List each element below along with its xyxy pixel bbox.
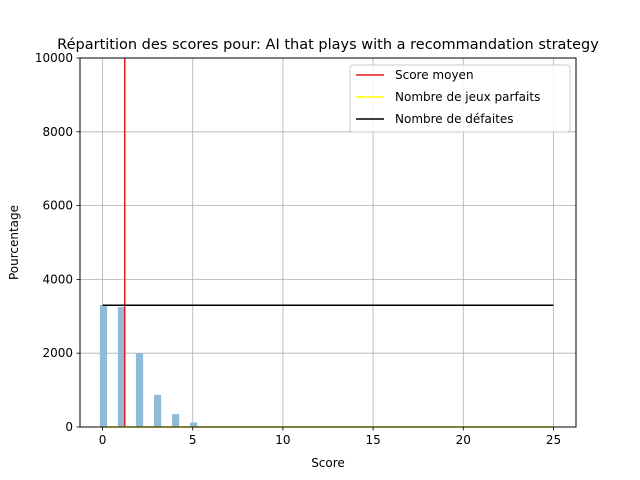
legend-box [349,64,571,133]
plot-frame [79,57,577,428]
chart-title: Répartition des scores pour: AI that pla… [57,37,599,53]
x-tick-label: 0 [99,433,107,447]
legend-label: Nombre de jeux parfaits [395,90,540,104]
x-tick-label: 5 [189,433,197,447]
bar [99,305,108,427]
bar [153,394,162,427]
x-axis-label: Score [311,456,345,470]
legend-label: Nombre de défaites [395,112,514,126]
bar [171,414,180,427]
x-tick-label: 25 [546,433,561,447]
x-axis-ticks: 0 5 10 15 20 25 [99,427,561,447]
y-tick-label: 8000 [42,125,73,139]
bar [135,353,144,427]
legend: Score moyen Nombre de jeux parfaits Nombre… [349,64,571,133]
y-tick-label: 10000 [35,51,73,65]
y-axis-ticks: 0 2000 4000 6000 8000 10000 [35,51,80,434]
bar [117,307,126,427]
y-tick-label: 2000 [42,346,73,360]
legend-label: Score moyen [395,68,474,82]
y-tick-label: 0 [65,420,73,434]
y-axis-label: Pourcentage [7,205,21,280]
bar [190,422,198,427]
y-tick-label: 6000 [42,199,73,213]
x-tick-label: 20 [456,433,471,447]
x-tick-label: 15 [365,433,380,447]
x-tick-label: 10 [275,433,290,447]
bar-series [99,305,198,427]
y-tick-label: 4000 [42,272,73,286]
